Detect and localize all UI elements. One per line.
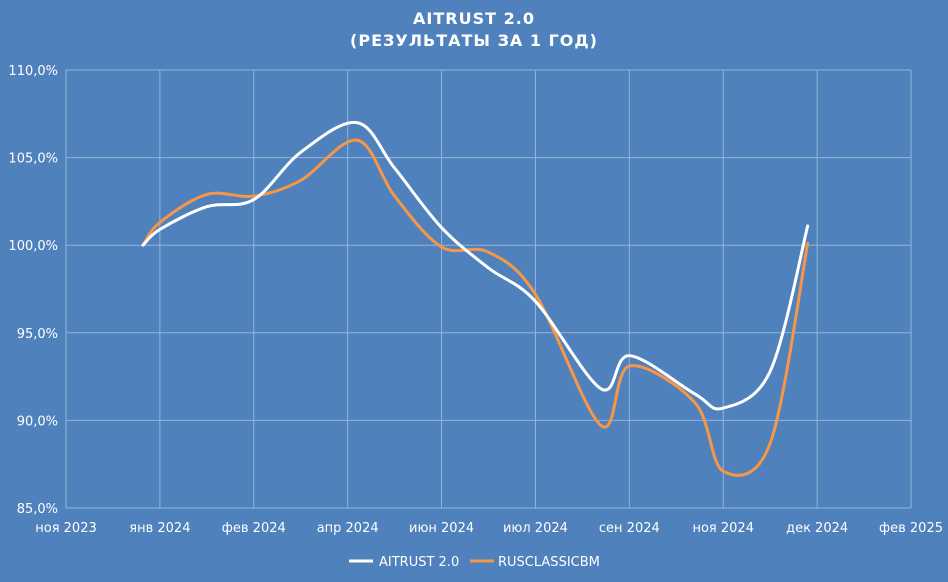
legend-label-rusclassicbm: RUSCLASSICBM <box>498 555 600 570</box>
x-tick-label: апр 2024 <box>317 521 379 536</box>
y-tick-label: 110,0% <box>8 64 58 79</box>
series-line-aitrust-2-0 <box>141 120 810 411</box>
x-tick-label: сен 2024 <box>599 521 660 536</box>
x-tick-label: фев 2024 <box>222 521 286 536</box>
x-tick-label: янв 2024 <box>129 521 190 536</box>
x-tick-label: июл 2024 <box>503 521 568 536</box>
x-tick-label: дек 2024 <box>786 521 848 536</box>
y-tick-label: 100,0% <box>8 239 58 254</box>
grid-layer <box>65 69 912 509</box>
x-tick-label: ноя 2023 <box>35 521 97 536</box>
legend-label-aitrust: AITRUST 2.0 <box>379 555 459 570</box>
y-tick-label: 85,0% <box>17 502 58 517</box>
y-tick-label: 95,0% <box>17 327 58 342</box>
y-tick-label: 90,0% <box>17 414 58 429</box>
x-tick-label: фев 2025 <box>879 521 943 536</box>
x-axis-ticks: ноя 2023 янв 2024 фев 2024 апр 2024 июн 2024… <box>35 521 943 536</box>
series-line-rusclassicbm <box>141 138 810 477</box>
series-layer <box>141 120 810 477</box>
y-tick-label: 105,0% <box>8 152 58 167</box>
y-axis-ticks: 85,0% 90,0% 95,0% 100,0% 105,0% 110,0% <box>8 64 58 517</box>
x-tick-label: ноя 2024 <box>692 521 754 536</box>
x-tick-label: июн 2024 <box>409 521 474 536</box>
chart-title: AITRUST 2.0 <box>413 9 535 28</box>
chart-subtitle: (РЕЗУЛЬТАТЫ ЗА 1 ГОД) <box>350 31 598 50</box>
legend: AITRUST 2.0 RUSCLASSICBM <box>349 555 600 570</box>
